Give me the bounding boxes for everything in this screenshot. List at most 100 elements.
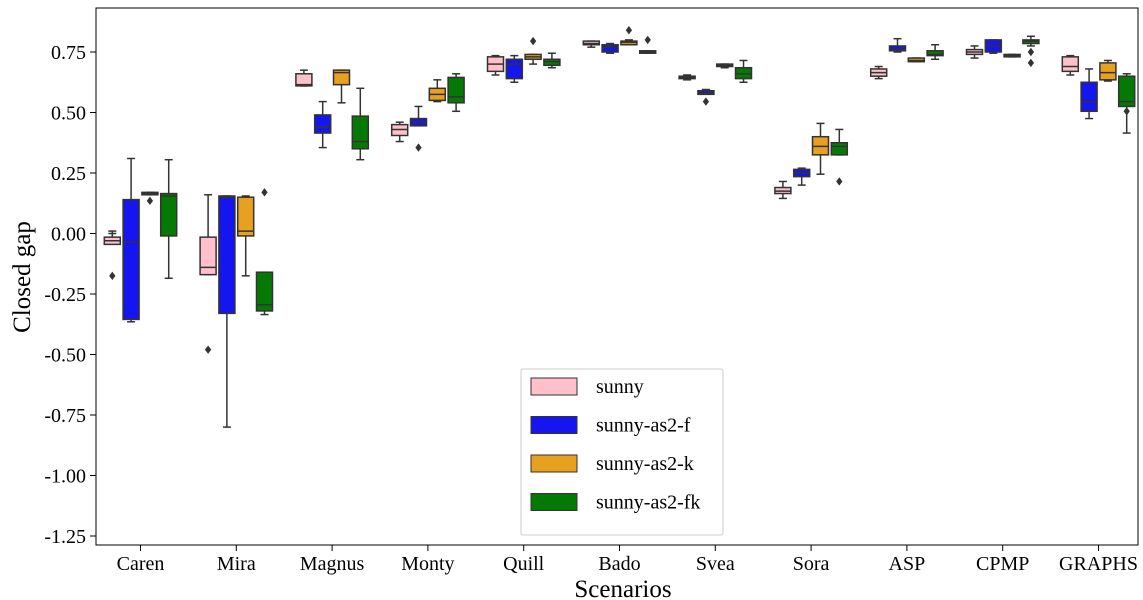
box-sunny-Sora: [774, 180, 792, 200]
box-sunny-as2-fk-Sora: [830, 128, 849, 186]
box-sunny-as2-k-CPMP: [1003, 53, 1021, 58]
box-sunny-as2-fk-Magnus: [351, 87, 370, 161]
box-sunny-as2-k-Caren: [141, 191, 159, 206]
box-sunny-Bado: [582, 40, 601, 48]
y-tick-label: 0.25: [51, 163, 86, 185]
box-body: [236, 196, 255, 237]
box-sunny-Svea: [678, 74, 696, 81]
legend-label: sunny: [596, 376, 644, 398]
box-sunny-as2-f-Caren: [122, 157, 140, 323]
outlier-point: [1027, 58, 1035, 68]
box-body: [505, 58, 524, 80]
box-sunny-as2-fk-Mira: [255, 188, 274, 316]
x-tick-label: Svea: [696, 553, 735, 575]
box-sunny-as2-f-ASP: [888, 37, 907, 53]
box-sunny-as2-f-Mira: [218, 195, 236, 428]
box-body: [255, 271, 274, 312]
outlier-point: [415, 143, 422, 152]
box-sunny-as2-k-ASP: [907, 57, 926, 63]
legend-label: sunny-as2-fk: [596, 492, 700, 514]
y-tick-label: 0.00: [51, 224, 86, 246]
box-sunny-as2-f-CPMP: [984, 39, 1003, 54]
box-sunny-as2-f-Svea: [697, 88, 715, 106]
y-tick-label: 0.75: [51, 42, 86, 64]
x-tick-label: Mira: [217, 553, 256, 575]
box-sunny-as2-k-Quill: [524, 36, 542, 65]
box-sunny-as2-fk-CPMP: [1022, 35, 1040, 68]
box-body: [830, 142, 849, 156]
box-body: [601, 43, 619, 53]
x-tick-label: Bado: [598, 553, 640, 575]
box-sunny-as2-k-Monty: [428, 79, 447, 103]
box-sunny-as2-k-Magnus: [332, 69, 351, 104]
box-body: [313, 114, 332, 134]
box-sunny-Magnus: [295, 69, 313, 87]
legend-swatch: [530, 416, 578, 434]
outlier-point: [625, 26, 633, 35]
box-sunny-as2-fk-Svea: [734, 59, 753, 83]
box-sunny-Caren: [103, 230, 122, 281]
series-sunny-as2-k: [141, 26, 1117, 277]
box-sunny-as2-fk-Caren: [159, 158, 178, 280]
outlier-point: [109, 271, 116, 281]
y-tick-label: -0.50: [44, 345, 86, 367]
box-sunny-as2-k-GRAPHS: [1099, 59, 1117, 82]
legend-swatch: [530, 493, 578, 511]
x-tick-label: Sora: [793, 553, 830, 575]
box-sunny-as2-f-Quill: [505, 54, 524, 83]
y-tick-label: -1.00: [44, 466, 86, 488]
box-body: [1099, 62, 1117, 81]
x-axis-title: Scenarios: [574, 576, 671, 600]
box-body: [888, 45, 907, 52]
y-tick-label: -0.25: [44, 284, 86, 306]
legend-swatch: [530, 454, 578, 473]
box-body: [1080, 81, 1098, 113]
y-tick-label: 0.50: [51, 103, 86, 125]
y-axis-title: Closed gap: [9, 221, 36, 333]
box-sunny-as2-fk-Bado: [638, 35, 657, 54]
x-tick-label: GRAPHS: [1059, 553, 1138, 575]
outlier-point: [836, 177, 843, 186]
series-sunny-as2-fk: [159, 35, 1136, 316]
x-tick-label: Caren: [117, 553, 165, 575]
outlier-point: [204, 345, 212, 354]
axes-frame: [95, 7, 1139, 546]
series-sunny: [103, 40, 1080, 354]
box-sunny-GRAPHS: [1061, 54, 1080, 76]
box-sunny-as2-f-Monty: [409, 105, 428, 152]
box-body: [1061, 56, 1080, 73]
box-body: [295, 73, 313, 87]
x-axis-ticks: Caren Mira Magnus Monty Quill Bado Svea Sora ASP…: [117, 545, 1138, 575]
box-body: [351, 115, 370, 150]
box-sunny-as2-fk-Monty: [447, 73, 465, 113]
series-sunny-as2-f: [122, 37, 1098, 428]
box-sunny-as2-f-GRAPHS: [1080, 68, 1098, 120]
box-body: [122, 198, 140, 321]
box-body: [332, 69, 351, 86]
box-sunny-as2-k-Mira: [236, 195, 255, 277]
x-tick-label: Monty: [401, 553, 454, 575]
x-tick-label: ASP: [889, 553, 926, 575]
box-sunny-Mira: [199, 194, 217, 354]
box-sunny-ASP: [869, 65, 888, 80]
outlier-point: [146, 196, 154, 206]
legend-swatch: [530, 377, 578, 396]
outlier-point: [644, 35, 651, 45]
outlier-point: [261, 188, 268, 197]
legend: sunny sunny-as2-f sunny-as2-k sunny-as2-fk: [520, 368, 724, 536]
x-tick-label: Magnus: [300, 553, 365, 575]
x-tick-label: CPMP: [976, 553, 1029, 575]
legend-label: sunny-as2-k: [596, 453, 694, 475]
box-body: [159, 192, 178, 237]
box-sunny-as2-fk-ASP: [926, 43, 944, 61]
legend-label: sunny-as2-f: [596, 415, 691, 437]
outlier-point: [529, 36, 537, 46]
y-tick-label: -0.75: [44, 405, 86, 427]
box-sunny-as2-f-Bado: [601, 42, 619, 54]
box-sunny-as2-fk-Quill: [543, 52, 561, 69]
box-sunny-as2-f-Magnus: [313, 100, 332, 149]
box-body: [447, 76, 465, 104]
outlier-point: [1027, 47, 1035, 57]
box-body: [1117, 75, 1136, 108]
